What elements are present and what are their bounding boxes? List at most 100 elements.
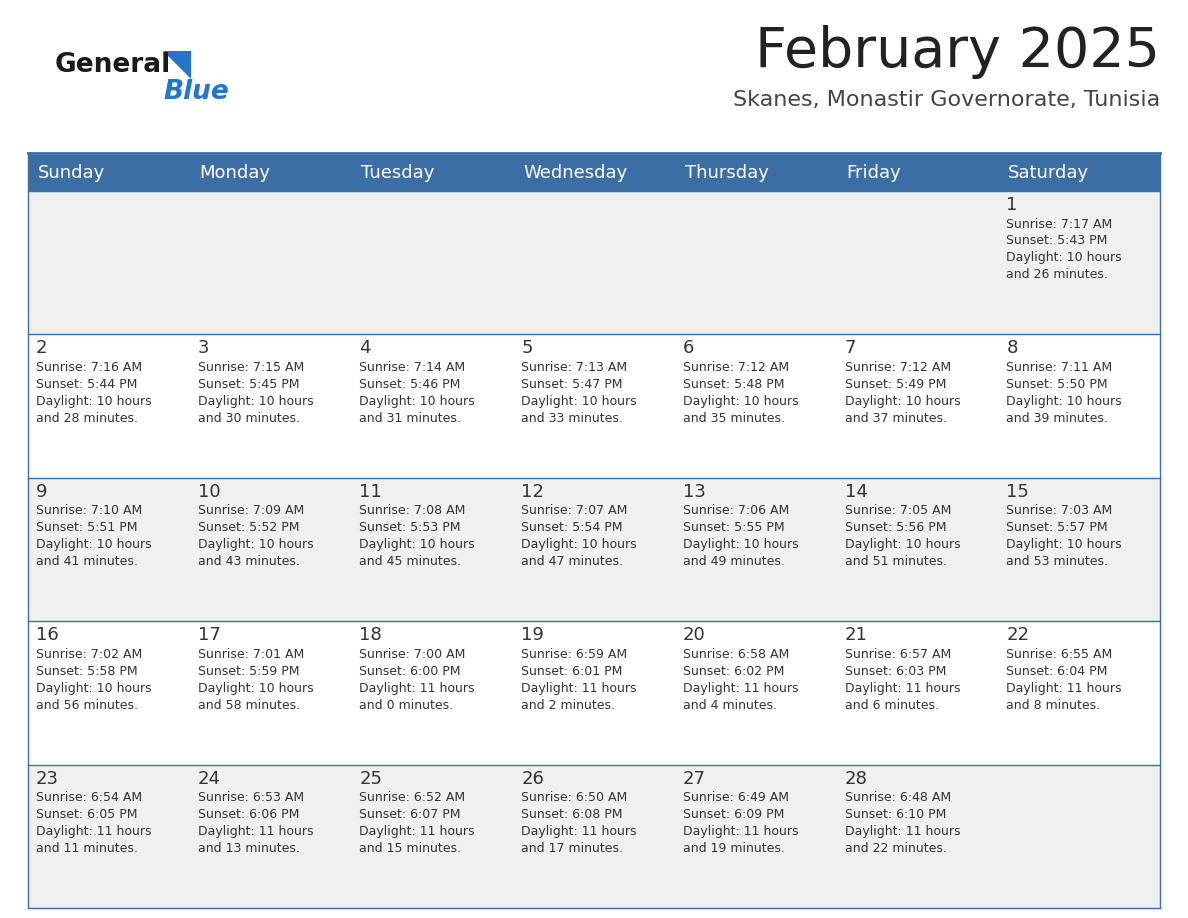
Text: Daylight: 11 hours: Daylight: 11 hours bbox=[36, 825, 152, 838]
Text: and 26 minutes.: and 26 minutes. bbox=[1006, 268, 1108, 282]
Text: 2: 2 bbox=[36, 340, 48, 357]
Bar bbox=[29, 765, 1159, 908]
Text: Daylight: 10 hours: Daylight: 10 hours bbox=[1006, 538, 1121, 552]
Text: Sunrise: 7:09 AM: Sunrise: 7:09 AM bbox=[197, 504, 304, 518]
Text: and 47 minutes.: and 47 minutes. bbox=[522, 555, 624, 568]
Text: 21: 21 bbox=[845, 626, 867, 644]
Text: and 51 minutes.: and 51 minutes. bbox=[845, 555, 947, 568]
Text: and 13 minutes.: and 13 minutes. bbox=[197, 842, 299, 855]
Text: and 2 minutes.: and 2 minutes. bbox=[522, 699, 615, 711]
Text: Sunset: 5:53 PM: Sunset: 5:53 PM bbox=[360, 521, 461, 534]
Text: February 2025: February 2025 bbox=[756, 25, 1159, 79]
Text: Sunrise: 6:53 AM: Sunrise: 6:53 AM bbox=[197, 791, 304, 804]
Bar bbox=[29, 334, 1159, 477]
Text: and 6 minutes.: and 6 minutes. bbox=[845, 699, 939, 711]
Text: Sunrise: 7:05 AM: Sunrise: 7:05 AM bbox=[845, 504, 950, 518]
Text: Daylight: 11 hours: Daylight: 11 hours bbox=[522, 682, 637, 695]
Text: and 31 minutes.: and 31 minutes. bbox=[360, 412, 461, 425]
Bar bbox=[29, 155, 190, 191]
Text: and 19 minutes.: and 19 minutes. bbox=[683, 842, 785, 855]
Text: and 4 minutes.: and 4 minutes. bbox=[683, 699, 777, 711]
Text: Sunset: 5:56 PM: Sunset: 5:56 PM bbox=[845, 521, 946, 534]
Text: 23: 23 bbox=[36, 769, 59, 788]
Text: 14: 14 bbox=[845, 483, 867, 501]
Text: Sunset: 5:48 PM: Sunset: 5:48 PM bbox=[683, 378, 784, 391]
Text: 11: 11 bbox=[360, 483, 383, 501]
Text: Daylight: 10 hours: Daylight: 10 hours bbox=[197, 682, 314, 695]
Text: 3: 3 bbox=[197, 340, 209, 357]
Text: Sunrise: 7:13 AM: Sunrise: 7:13 AM bbox=[522, 361, 627, 374]
Text: Sunrise: 7:11 AM: Sunrise: 7:11 AM bbox=[1006, 361, 1112, 374]
Text: Sunrise: 6:58 AM: Sunrise: 6:58 AM bbox=[683, 648, 789, 661]
Text: and 43 minutes.: and 43 minutes. bbox=[197, 555, 299, 568]
Text: Sunset: 6:03 PM: Sunset: 6:03 PM bbox=[845, 665, 946, 677]
Text: Daylight: 10 hours: Daylight: 10 hours bbox=[522, 395, 637, 408]
Text: Sunrise: 7:12 AM: Sunrise: 7:12 AM bbox=[845, 361, 950, 374]
Text: 18: 18 bbox=[360, 626, 383, 644]
Text: Daylight: 10 hours: Daylight: 10 hours bbox=[36, 682, 152, 695]
Text: and 41 minutes.: and 41 minutes. bbox=[36, 555, 138, 568]
Text: and 56 minutes.: and 56 minutes. bbox=[36, 699, 138, 711]
Text: 25: 25 bbox=[360, 769, 383, 788]
Text: Daylight: 10 hours: Daylight: 10 hours bbox=[1006, 252, 1121, 264]
Text: Daylight: 10 hours: Daylight: 10 hours bbox=[36, 395, 152, 408]
Text: Sunset: 6:05 PM: Sunset: 6:05 PM bbox=[36, 808, 138, 821]
Bar bbox=[998, 155, 1159, 191]
Text: 13: 13 bbox=[683, 483, 706, 501]
Text: Monday: Monday bbox=[200, 164, 271, 182]
Text: Sunrise: 6:54 AM: Sunrise: 6:54 AM bbox=[36, 791, 143, 804]
Text: Friday: Friday bbox=[847, 164, 902, 182]
Text: Daylight: 11 hours: Daylight: 11 hours bbox=[522, 825, 637, 838]
Text: Sunset: 6:06 PM: Sunset: 6:06 PM bbox=[197, 808, 299, 821]
Bar bbox=[675, 155, 836, 191]
Text: Sunset: 6:02 PM: Sunset: 6:02 PM bbox=[683, 665, 784, 677]
Text: Daylight: 10 hours: Daylight: 10 hours bbox=[360, 538, 475, 552]
Text: Daylight: 10 hours: Daylight: 10 hours bbox=[683, 395, 798, 408]
Text: Tuesday: Tuesday bbox=[361, 164, 435, 182]
Text: Sunset: 5:54 PM: Sunset: 5:54 PM bbox=[522, 521, 623, 534]
Text: Daylight: 10 hours: Daylight: 10 hours bbox=[197, 538, 314, 552]
Text: Sunrise: 7:03 AM: Sunrise: 7:03 AM bbox=[1006, 504, 1112, 518]
Text: 27: 27 bbox=[683, 769, 706, 788]
Text: Sunrise: 7:00 AM: Sunrise: 7:00 AM bbox=[360, 648, 466, 661]
Text: 4: 4 bbox=[360, 340, 371, 357]
Text: 17: 17 bbox=[197, 626, 221, 644]
Polygon shape bbox=[163, 51, 191, 79]
Text: Sunset: 6:00 PM: Sunset: 6:00 PM bbox=[360, 665, 461, 677]
Text: and 28 minutes.: and 28 minutes. bbox=[36, 412, 138, 425]
Text: Daylight: 11 hours: Daylight: 11 hours bbox=[197, 825, 314, 838]
Text: and 22 minutes.: and 22 minutes. bbox=[845, 842, 947, 855]
Text: Sunset: 6:01 PM: Sunset: 6:01 PM bbox=[522, 665, 623, 677]
Text: Blue: Blue bbox=[163, 79, 229, 105]
Text: and 45 minutes.: and 45 minutes. bbox=[360, 555, 461, 568]
Text: Sunset: 5:52 PM: Sunset: 5:52 PM bbox=[197, 521, 299, 534]
Bar bbox=[29, 477, 1159, 621]
Text: 12: 12 bbox=[522, 483, 544, 501]
Text: Sunrise: 7:07 AM: Sunrise: 7:07 AM bbox=[522, 504, 627, 518]
Text: and 0 minutes.: and 0 minutes. bbox=[360, 699, 454, 711]
Text: and 39 minutes.: and 39 minutes. bbox=[1006, 412, 1108, 425]
Text: Daylight: 11 hours: Daylight: 11 hours bbox=[845, 825, 960, 838]
Text: 7: 7 bbox=[845, 340, 857, 357]
Text: Sunrise: 7:08 AM: Sunrise: 7:08 AM bbox=[360, 504, 466, 518]
Text: 1: 1 bbox=[1006, 196, 1018, 214]
Text: Daylight: 10 hours: Daylight: 10 hours bbox=[683, 538, 798, 552]
Text: Sunrise: 6:49 AM: Sunrise: 6:49 AM bbox=[683, 791, 789, 804]
Text: Sunrise: 7:02 AM: Sunrise: 7:02 AM bbox=[36, 648, 143, 661]
Text: Sunset: 5:51 PM: Sunset: 5:51 PM bbox=[36, 521, 138, 534]
Text: Sunrise: 7:01 AM: Sunrise: 7:01 AM bbox=[197, 648, 304, 661]
Text: and 49 minutes.: and 49 minutes. bbox=[683, 555, 785, 568]
Text: and 15 minutes.: and 15 minutes. bbox=[360, 842, 461, 855]
Text: and 35 minutes.: and 35 minutes. bbox=[683, 412, 785, 425]
Text: Sunrise: 7:17 AM: Sunrise: 7:17 AM bbox=[1006, 218, 1112, 230]
Text: Sunset: 5:44 PM: Sunset: 5:44 PM bbox=[36, 378, 138, 391]
Text: Sunset: 6:07 PM: Sunset: 6:07 PM bbox=[360, 808, 461, 821]
Text: Daylight: 10 hours: Daylight: 10 hours bbox=[360, 395, 475, 408]
Text: and 17 minutes.: and 17 minutes. bbox=[522, 842, 624, 855]
Bar bbox=[513, 155, 675, 191]
Text: Sunrise: 7:15 AM: Sunrise: 7:15 AM bbox=[197, 361, 304, 374]
Text: Daylight: 11 hours: Daylight: 11 hours bbox=[683, 825, 798, 838]
Text: Sunrise: 6:55 AM: Sunrise: 6:55 AM bbox=[1006, 648, 1112, 661]
Text: and 11 minutes.: and 11 minutes. bbox=[36, 842, 138, 855]
Text: 26: 26 bbox=[522, 769, 544, 788]
